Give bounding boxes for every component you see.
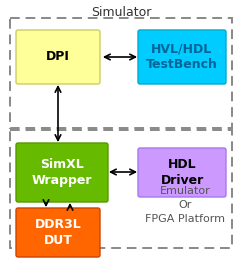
FancyBboxPatch shape [16, 143, 108, 202]
Text: Emulator
Or
FPGA Platform: Emulator Or FPGA Platform [145, 186, 225, 224]
Text: SimXL
Wrapper: SimXL Wrapper [32, 158, 92, 187]
Text: HDL
Driver: HDL Driver [160, 158, 204, 187]
FancyBboxPatch shape [16, 30, 100, 84]
Text: HVL/HDL
TestBench: HVL/HDL TestBench [146, 42, 218, 71]
FancyBboxPatch shape [138, 30, 226, 84]
Text: DDR3L
DUT: DDR3L DUT [35, 218, 81, 247]
Text: Simulator: Simulator [91, 5, 151, 18]
FancyBboxPatch shape [16, 208, 100, 257]
Text: DPI: DPI [46, 51, 70, 63]
FancyBboxPatch shape [138, 148, 226, 197]
